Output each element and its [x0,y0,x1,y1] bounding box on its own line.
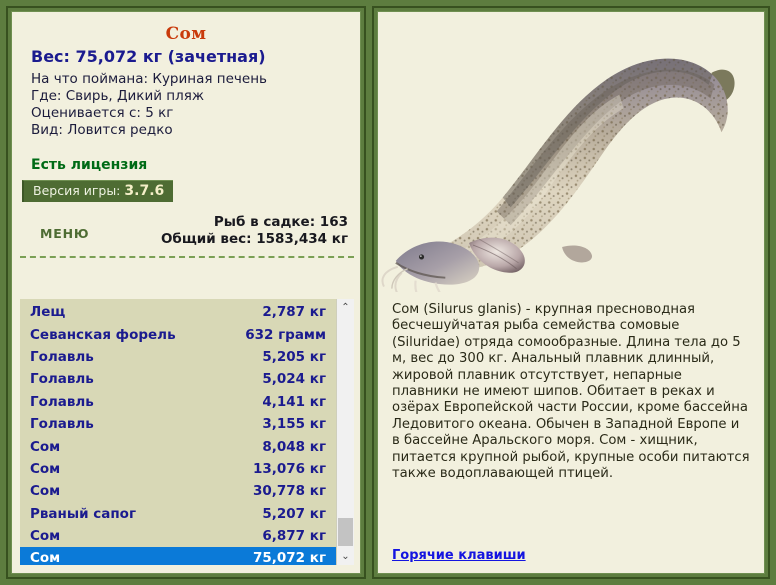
fish-weight: 30,778 кг [252,483,326,500]
fish-list-item[interactable]: Лещ 2,787 кг [20,301,336,323]
keeper-stats: Рыб в садке: 163 Общий вес: 1583,434 кг [161,214,348,248]
fish-name: Севанская форель [30,326,176,343]
version-label: Версия игры: [33,183,121,198]
catch-detail-minweight: Оценивается с: 5 кг [31,105,174,121]
fish-weight: 632 грамм [245,326,326,343]
scrollbar-track[interactable] [337,316,354,548]
fish-list-container: Лещ 2,787 кг Севанская форель 632 грамм Гола… [20,299,354,565]
catch-detail-place: Где: Свирь, Дикий пляж [31,88,205,104]
species-panel-inner: Сом (Silurus glanis) - крупная пресновод… [377,11,765,574]
fish-name: Голавль [30,371,94,388]
fish-list-item[interactable]: Голавль 4,141 кг [20,391,336,413]
fish-weight: 3,155 кг [262,416,326,433]
catch-weight: Вес: 75,072 кг (зачетная) [31,47,266,66]
fish-list-item[interactable]: Сом 8,048 кг [20,435,336,457]
fish-list-item[interactable]: Сом 75,072 кг [20,547,336,565]
fish-list-item[interactable]: Голавль 5,205 кг [20,346,336,368]
fish-name: Лещ [30,304,66,321]
scroll-up-icon[interactable]: ⌃ [341,301,350,313]
fish-name: Рваный сапог [30,505,137,522]
version-badge: Версия игры: 3.7.6 [22,180,174,202]
hotkeys-link[interactable]: Горячие клавиши [392,548,526,563]
fish-list-item[interactable]: Голавль 5,024 кг [20,368,336,390]
fish-list[interactable]: Лещ 2,787 кг Севанская форель 632 грамм Гола… [20,299,336,565]
menu-button[interactable]: МЕНЮ [40,226,90,241]
fish-weight: 8,048 кг [262,438,326,455]
fish-name: Сом [30,483,61,500]
fish-weight: 5,205 кг [262,348,326,365]
fish-list-scrollbar[interactable]: ⌃ ⌄ [336,299,354,565]
catch-detail-rarity: Вид: Ловится редко [31,122,173,138]
fish-weight: 5,207 кг [262,505,326,522]
fish-name: Сом [30,460,61,477]
license-status: Есть лицензия [31,157,148,173]
fish-weight: 4,141 кг [262,393,326,410]
catch-header: Сом Вес: 75,072 кг (зачетная) На что пой… [12,12,360,202]
fish-name: Сом [30,528,61,545]
fish-name: Голавль [30,416,94,433]
fish-weight: 75,072 кг [252,550,326,565]
fish-name: Сом [30,438,61,455]
fish-weight: 13,076 кг [252,460,326,477]
fish-list-item[interactable]: Сом 6,877 кг [20,525,336,547]
fish-list-item[interactable]: Сом 30,778 кг [20,480,336,502]
section-divider [20,256,354,258]
keeper-total-weight: Общий вес: 1583,434 кг [160,231,348,247]
fish-weight: 5,024 кг [262,371,326,388]
keeper-count: Рыб в садке: 163 [213,214,348,230]
catfish-photo [378,13,764,292]
catch-detail-bait: На что поймана: Куриная печень [31,71,267,87]
scrollbar-thumb[interactable] [338,518,353,546]
fish-list-item[interactable]: Сом 13,076 кг [20,458,336,480]
fish-list-item[interactable]: Рваный сапог 5,207 кг [20,503,336,525]
fish-name: Сом [30,550,61,565]
fish-name: Голавль [30,393,94,410]
catch-info-panel: Сом Вес: 75,072 кг (зачетная) На что пой… [6,6,366,579]
fish-list-item[interactable]: Голавль 3,155 кг [20,413,336,435]
species-panel: Сом (Silurus glanis) - крупная пресновод… [372,6,770,579]
scroll-down-icon[interactable]: ⌄ [341,550,350,562]
page-title: Сом [165,24,207,44]
fish-name: Голавль [30,348,94,365]
fish-list-item[interactable]: Севанская форель 632 грамм [20,323,336,345]
fish-weight: 2,787 кг [262,304,326,321]
catch-info-panel-inner: Сом Вес: 75,072 кг (зачетная) На что пой… [11,11,361,574]
version-number: 3.7.6 [124,183,165,199]
species-description: Сом (Silurus glanis) - крупная пресновод… [392,302,750,482]
fish-weight: 6,877 кг [262,528,326,545]
catch-details: На что поймана: Куриная печень Где: Свир… [12,71,360,139]
menu-stats-row: МЕНЮ Рыб в садке: 163 Общий вес: 1583,43… [12,212,360,256]
